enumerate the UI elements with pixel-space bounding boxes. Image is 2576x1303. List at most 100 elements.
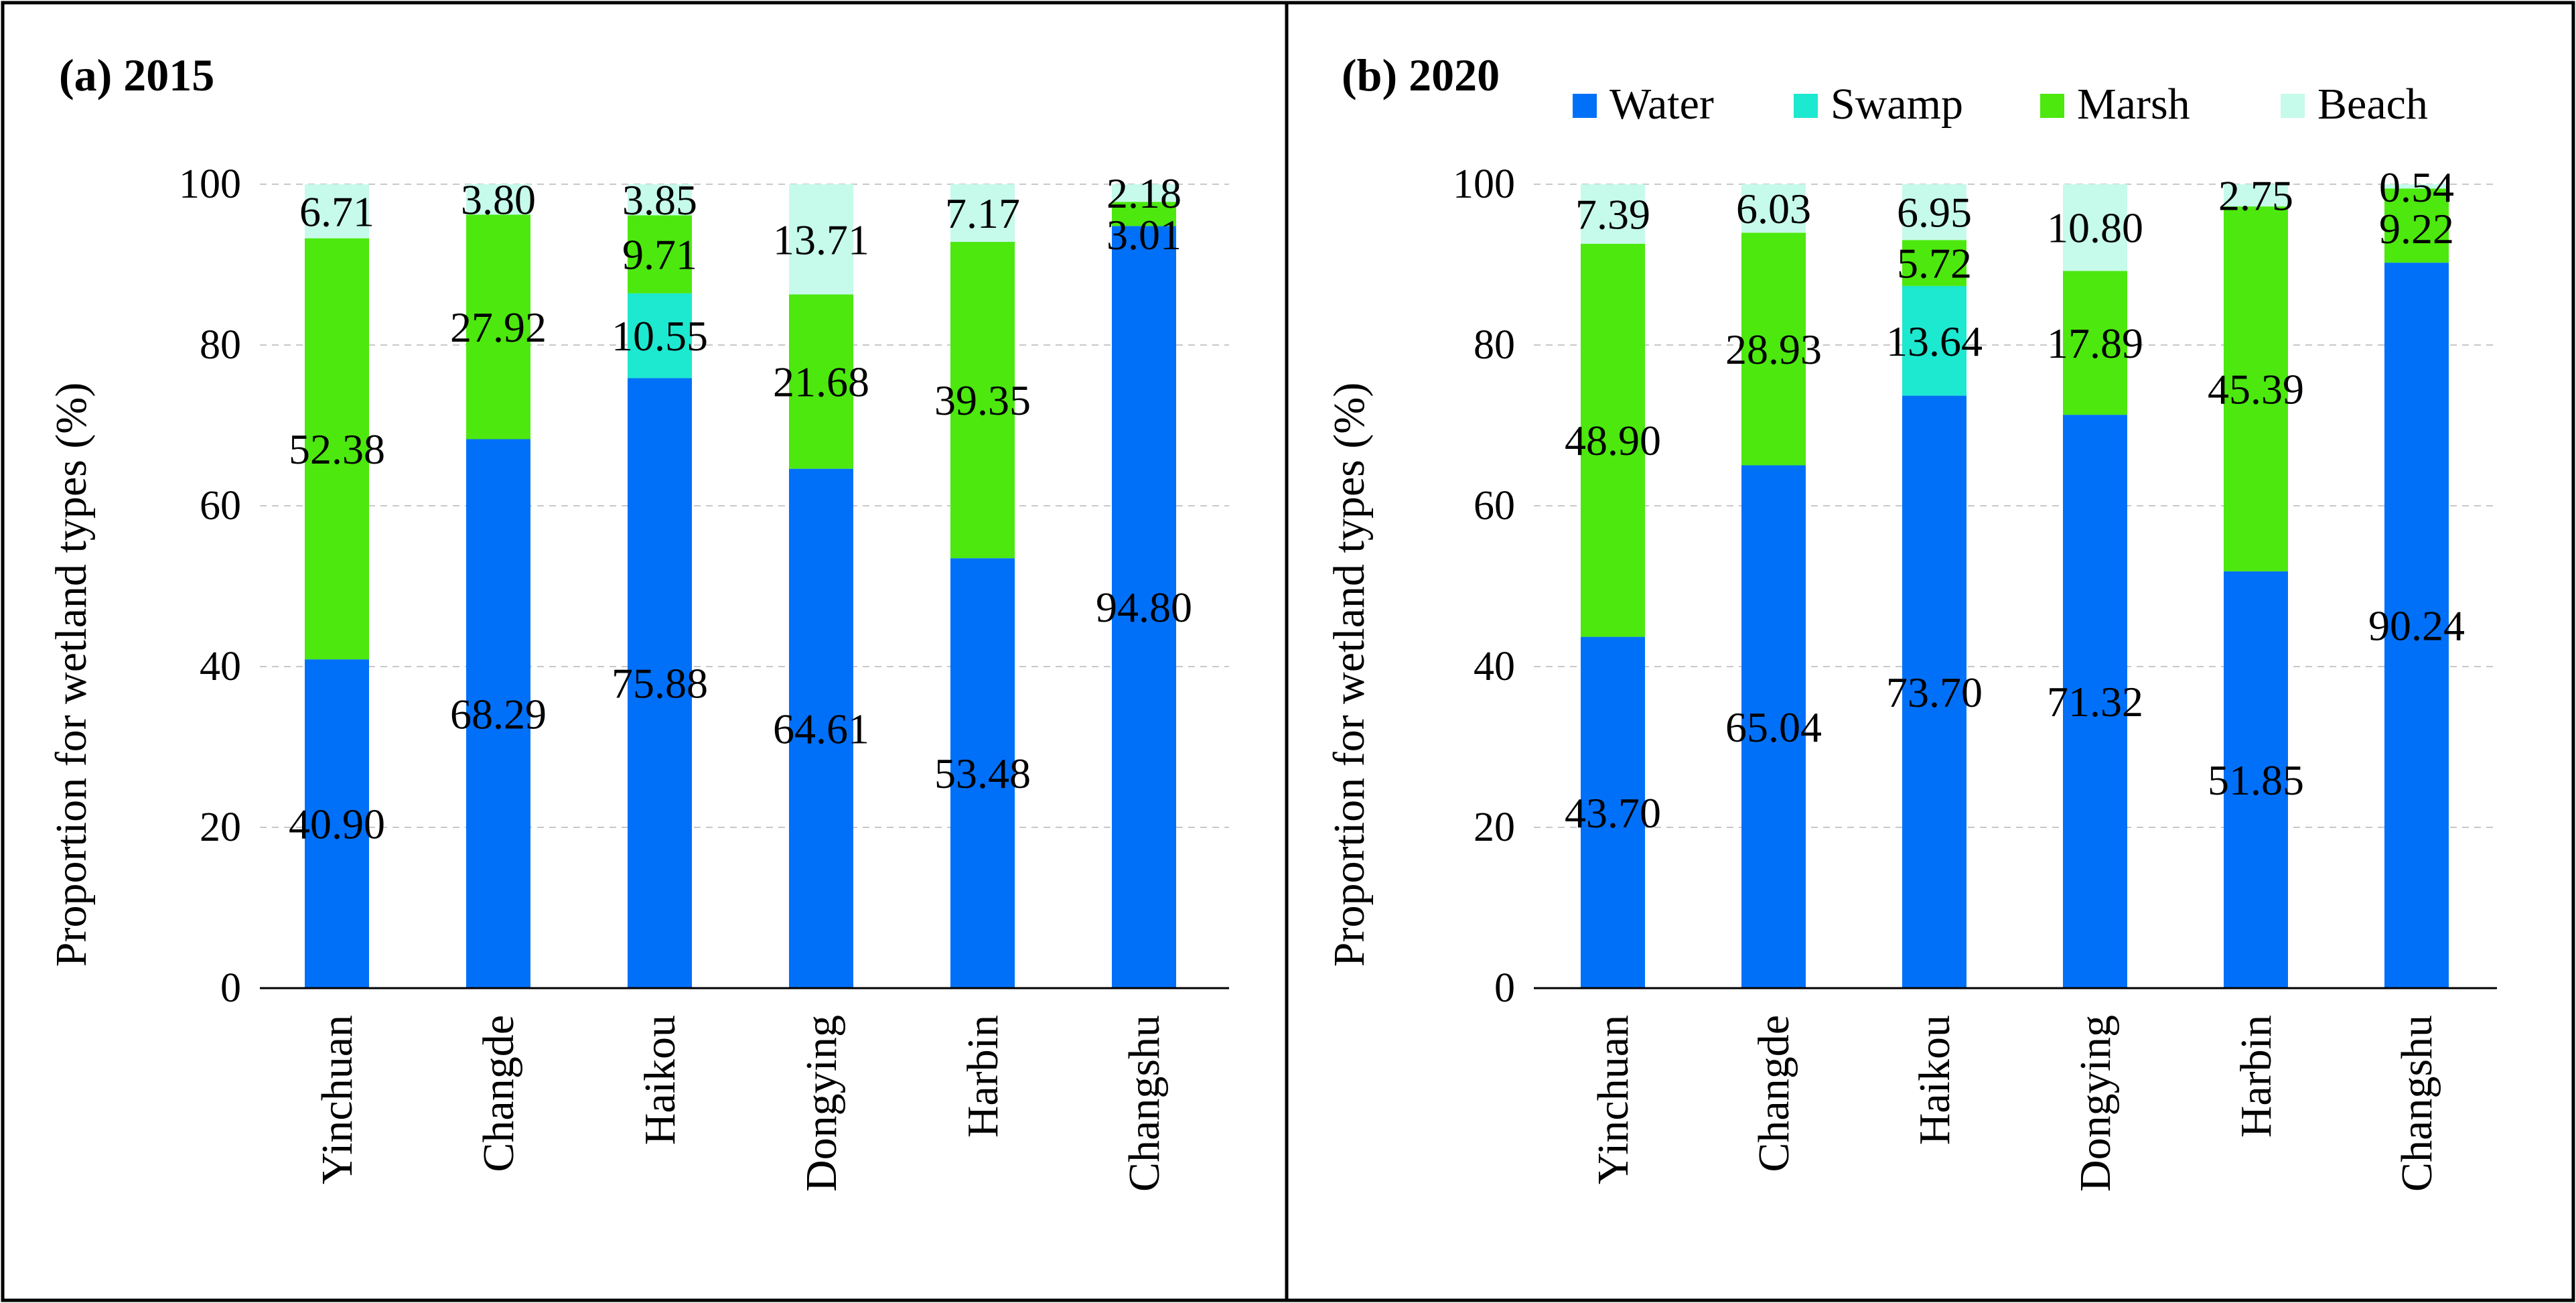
bar-segment-marsh	[950, 242, 1015, 559]
x-category-label: Changshu	[2392, 1015, 2441, 1192]
data-label: 0.54	[2379, 163, 2454, 211]
data-label: 64.61	[773, 705, 869, 752]
data-label: 94.80	[1096, 584, 1192, 631]
bar-segment-beach	[466, 184, 530, 215]
bar-segment-water	[628, 378, 692, 988]
bar-segment-marsh	[2224, 206, 2288, 571]
legend-swatch-water	[1573, 94, 1597, 118]
data-label: 2.75	[2218, 172, 2293, 220]
bar-segment-beach	[789, 184, 853, 295]
y-ticks: 0 20 40 60 80 100	[1453, 161, 1515, 1011]
data-label: 73.70	[1886, 669, 1983, 716]
bar-segment-beach	[1581, 184, 1645, 244]
data-label: 3.85	[622, 176, 697, 224]
bar-segment-beach	[1112, 184, 1176, 202]
legend-label-water: Water	[1609, 80, 1714, 129]
panel-title: (a) 2015	[59, 50, 214, 100]
bar-segment-water	[1581, 636, 1645, 988]
bar-segment-beach	[2384, 184, 2449, 189]
gridlines	[260, 184, 1229, 828]
data-label: 10.80	[2047, 204, 2143, 252]
y-tick-label: 100	[179, 161, 241, 207]
x-category-label: Harbin	[2232, 1015, 2281, 1138]
bar-segment-water	[789, 468, 853, 988]
data-label: 2.18	[1106, 169, 1182, 217]
y-axis-label: Proportion for wetland types (%)	[47, 383, 96, 967]
data-labels: 6.71 52.38 40.90 3.80 27.92 68.29 3.85 9.71 10.5…	[289, 169, 1192, 847]
panel-title: (b) 2020	[1342, 50, 1500, 100]
x-category-label: Changde	[474, 1015, 523, 1172]
data-label: 43.70	[1565, 789, 1661, 837]
x-category-label: Changshu	[1120, 1015, 1169, 1192]
data-label: 13.71	[773, 216, 869, 263]
y-tick-label: 40	[200, 644, 241, 689]
x-category-label: Haikou	[636, 1015, 685, 1145]
data-label: 17.89	[2047, 320, 2143, 367]
data-label: 3.01	[1106, 211, 1182, 259]
y-ticks: 0 20 40 60 80 100	[179, 161, 241, 1011]
bar-segment-marsh	[305, 238, 369, 660]
legend-swatch-swamp	[1794, 94, 1818, 118]
bar-segment-marsh	[1112, 202, 1176, 226]
data-label: 75.88	[612, 660, 708, 707]
y-tick-label: 80	[200, 322, 241, 368]
data-label: 51.85	[2208, 756, 2304, 804]
bar-segment-water	[1741, 465, 1806, 988]
bar-segment-water	[466, 439, 530, 988]
data-label: 28.93	[1725, 326, 1822, 373]
data-label: 65.04	[1725, 703, 1822, 751]
data-label: 68.29	[450, 690, 547, 738]
data-label: 21.68	[773, 358, 869, 406]
bar-segment-water	[2224, 571, 2288, 988]
y-tick-label: 60	[1474, 483, 1515, 529]
x-category-label: Dongying	[2071, 1015, 2120, 1192]
data-label: 6.03	[1736, 185, 1811, 232]
legend-item-water: Water	[1573, 80, 1714, 129]
data-label: 13.64	[1886, 318, 1983, 365]
legend-item-swamp: Swamp	[1794, 80, 1963, 129]
data-label: 7.17	[945, 190, 1020, 237]
y-tick-label: 20	[1474, 805, 1515, 850]
bar-segment-beach	[1741, 184, 1806, 233]
bar-segment-marsh	[466, 214, 530, 439]
data-label: 45.39	[2208, 365, 2304, 413]
x-categories: Yinchuan Changde Haikou Dongying Harbin Chang…	[313, 1015, 1169, 1192]
y-tick-label: 100	[1453, 161, 1515, 207]
x-category-label: Haikou	[1910, 1015, 1959, 1145]
y-tick-label: 0	[220, 965, 241, 1011]
x-category-label: Yinchuan	[1589, 1015, 1638, 1184]
y-tick-label: 0	[1494, 965, 1515, 1011]
data-label: 39.35	[934, 376, 1031, 424]
data-label: 27.92	[450, 303, 547, 351]
bar-segment-water	[305, 659, 369, 988]
legend-item-beach: Beach	[2281, 80, 2428, 129]
data-label: 71.32	[2047, 678, 2143, 726]
data-label: 53.48	[934, 750, 1031, 797]
bar-segment-water	[1902, 395, 1966, 988]
y-tick-label: 80	[1474, 322, 1515, 368]
bar-segment-marsh	[628, 215, 692, 293]
bar-segment-swamp	[628, 293, 692, 379]
data-label: 3.80	[461, 176, 536, 224]
stacked-bars	[305, 184, 1176, 988]
bar-segment-marsh	[2384, 188, 2449, 263]
x-category-label: Changde	[1749, 1015, 1798, 1172]
legend-label-swamp: Swamp	[1831, 80, 1963, 129]
bar-segment-marsh	[2063, 271, 2127, 415]
data-label: 48.90	[1565, 417, 1661, 464]
bar-segment-beach	[2063, 184, 2127, 271]
bar-segment-beach	[305, 184, 369, 238]
legend: Water Swamp Marsh Beach	[1573, 80, 2428, 129]
x-category-label: Yinchuan	[313, 1015, 362, 1184]
legend-label-marsh: Marsh	[2077, 80, 2190, 129]
legend-swatch-beach	[2281, 94, 2305, 118]
bar-segment-marsh	[1902, 240, 1966, 286]
x-category-label: Harbin	[958, 1015, 1007, 1138]
bar-segment-water	[950, 558, 1015, 988]
bar-segment-swamp	[1902, 285, 1966, 396]
data-label: 7.39	[1575, 190, 1650, 238]
panel-2015: (a) 2015 Proportion for wetland types (%…	[47, 50, 1229, 1192]
y-tick-label: 40	[1474, 644, 1515, 689]
gridlines	[1534, 184, 2497, 828]
